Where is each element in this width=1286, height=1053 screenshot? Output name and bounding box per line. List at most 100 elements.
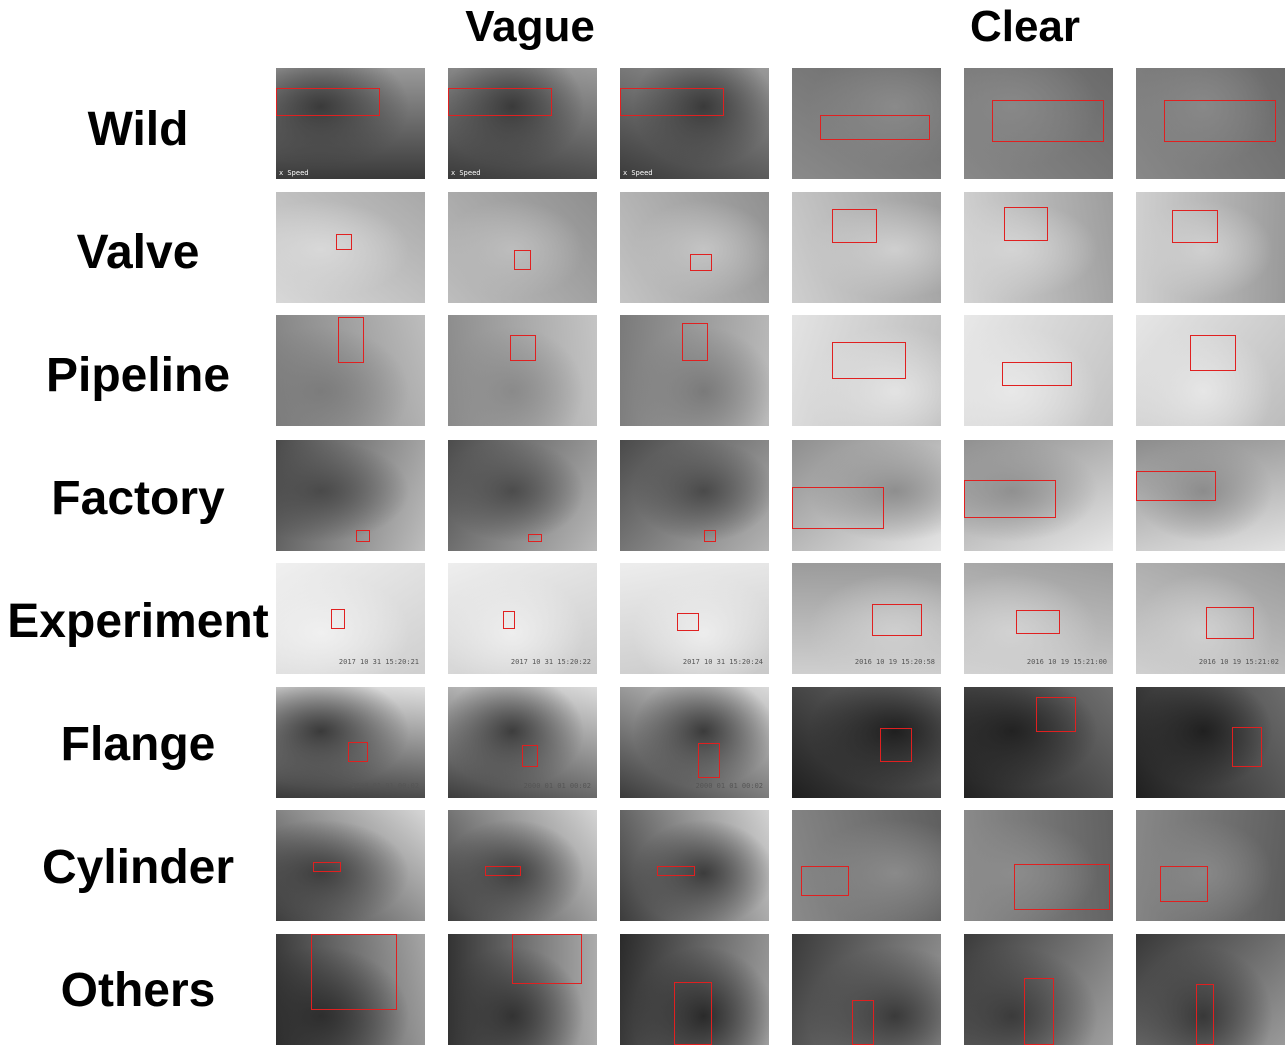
row-label-pipeline: Pipeline (45, 349, 231, 402)
timestamp-overlay: x Speed (279, 169, 309, 177)
timestamp-overlay: 2017 10 31 15:20:22 (510, 658, 591, 666)
detection-box (311, 934, 397, 1010)
detection-box (336, 234, 352, 250)
detection-box (690, 254, 712, 271)
thumbnail-others-3 (620, 934, 769, 1045)
thumbnail-others-5 (964, 934, 1113, 1045)
detection-box (674, 982, 712, 1045)
thumbnail-pipeline-4 (792, 315, 941, 426)
detection-box (820, 115, 930, 140)
thumbnail-flange-4 (792, 687, 941, 798)
thumbnail-factory-4 (792, 440, 941, 551)
detection-box (1196, 984, 1214, 1045)
detection-box (313, 862, 341, 872)
timestamp-overlay: 2000 01 01 00:02 (523, 782, 591, 790)
detection-box (512, 934, 582, 984)
thumbnail-factory-5 (964, 440, 1113, 551)
thumbnail-factory-2 (448, 440, 597, 551)
detection-box (514, 250, 531, 270)
thumbnail-experiment-6: 2016 10 19 15:21:02 (1136, 563, 1285, 674)
detection-box (1190, 335, 1236, 371)
thumbnail-others-2 (448, 934, 597, 1045)
detection-box (657, 866, 695, 876)
thumbnail-cylinder-4 (792, 810, 941, 921)
detection-box (1160, 866, 1208, 902)
detection-box (356, 530, 370, 542)
timestamp-overlay: 2000 01 01 00:02 (695, 782, 763, 790)
row-label-factory: Factory (51, 472, 225, 525)
detection-box (620, 88, 724, 116)
thumbnail-cylinder-1 (276, 810, 425, 921)
detection-box (1172, 210, 1218, 243)
thumbnail-factory-3 (620, 440, 769, 551)
row-label-experiment: Experiment (7, 595, 269, 648)
thumbnail-pipeline-1 (276, 315, 425, 426)
detection-box (485, 866, 521, 876)
thumbnail-wild-1: x Speed (276, 68, 425, 179)
detection-box (503, 611, 515, 629)
timestamp-overlay: x Speed (623, 169, 653, 177)
thumbnail-valve-5 (964, 192, 1113, 303)
detection-box (1004, 207, 1048, 241)
thumbnail-cylinder-6 (1136, 810, 1285, 921)
row-label-flange: Flange (60, 718, 216, 771)
thumbnail-flange-5 (964, 687, 1113, 798)
timestamp-overlay: 2016 10 19 15:21:00 (1026, 658, 1107, 666)
thumbnail-pipeline-5 (964, 315, 1113, 426)
thumbnail-experiment-4: 2016 10 19 15:20:58 (792, 563, 941, 674)
thumbnail-flange-1: 2000 01 01 00:02 (276, 687, 425, 798)
thumbnail-others-6 (1136, 934, 1285, 1045)
thumbnail-experiment-2: 2017 10 31 15:20:22 (448, 563, 597, 674)
detection-box (1136, 471, 1216, 501)
thumbnail-wild-6 (1136, 68, 1285, 179)
detection-box (682, 323, 708, 361)
detection-box (1024, 978, 1054, 1045)
detection-box (1206, 607, 1254, 639)
thumbnail-valve-2 (448, 192, 597, 303)
detection-box (872, 604, 922, 636)
detection-box (522, 745, 538, 767)
thumbnail-valve-6 (1136, 192, 1285, 303)
thumbnail-pipeline-3 (620, 315, 769, 426)
detection-box (832, 342, 906, 379)
detection-box (801, 866, 849, 896)
detection-box (1164, 100, 1276, 142)
timestamp-overlay: 2000 01 01 00:02 (351, 782, 419, 790)
row-label-others: Others (60, 964, 216, 1017)
thumbnail-cylinder-2 (448, 810, 597, 921)
detection-box (448, 88, 552, 116)
detection-box (1232, 727, 1262, 767)
timestamp-overlay: 2016 10 19 15:21:02 (1198, 658, 1279, 666)
detection-box (852, 1000, 874, 1045)
thumbnail-others-4 (792, 934, 941, 1045)
detection-box (348, 742, 368, 762)
detection-box (792, 487, 884, 529)
detection-box (528, 534, 542, 542)
detection-box (677, 613, 699, 631)
thumbnail-factory-6 (1136, 440, 1285, 551)
thumbnail-valve-4 (792, 192, 941, 303)
thumbnail-experiment-1: 2017 10 31 15:20:21 (276, 563, 425, 674)
detection-box (992, 100, 1104, 142)
thumbnail-experiment-5: 2016 10 19 15:21:00 (964, 563, 1113, 674)
detection-box (1016, 610, 1060, 634)
detection-box (510, 335, 536, 361)
thumbnail-wild-2: x Speed (448, 68, 597, 179)
detection-box (880, 728, 912, 762)
detection-box (704, 530, 716, 542)
detection-box (338, 317, 364, 363)
thumbnail-pipeline-6 (1136, 315, 1285, 426)
thumbnail-wild-4 (792, 68, 941, 179)
thumbnail-valve-3 (620, 192, 769, 303)
thumbnail-others-1 (276, 934, 425, 1045)
detection-box (1014, 864, 1110, 910)
row-label-valve: Valve (76, 226, 200, 279)
detection-box (331, 609, 345, 629)
header-vague: Vague (465, 2, 595, 51)
timestamp-overlay: x Speed (451, 169, 481, 177)
thumbnail-wild-5 (964, 68, 1113, 179)
thumbnail-valve-1 (276, 192, 425, 303)
detection-box (1036, 697, 1076, 732)
timestamp-overlay: 2017 10 31 15:20:21 (338, 658, 419, 666)
thumbnail-pipeline-2 (448, 315, 597, 426)
